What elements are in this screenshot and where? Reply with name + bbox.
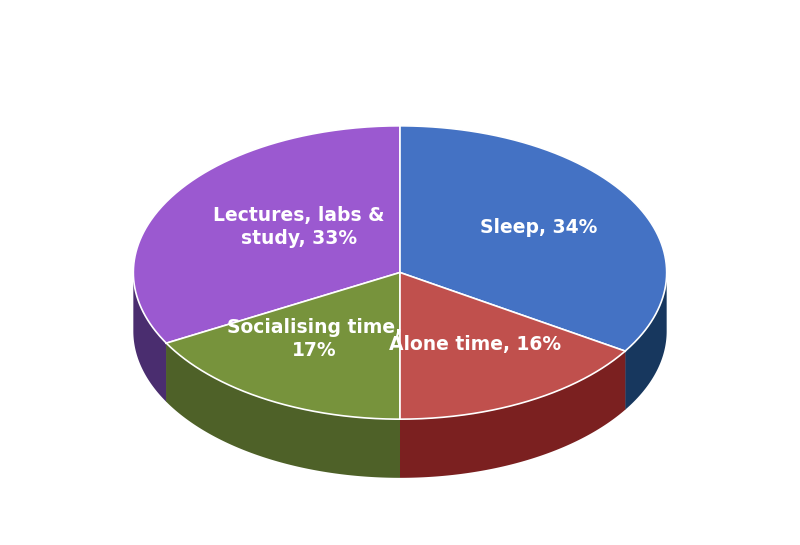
Text: Lectures, labs &
study, 33%: Lectures, labs & study, 33% [213, 206, 385, 249]
Polygon shape [166, 272, 400, 402]
Polygon shape [400, 272, 625, 419]
Text: Sleep, 34%: Sleep, 34% [480, 217, 598, 237]
Polygon shape [400, 351, 625, 478]
Text: Socialising time,
17%: Socialising time, 17% [227, 318, 402, 360]
Polygon shape [134, 273, 166, 402]
Polygon shape [400, 272, 625, 410]
Text: Alone time, 16%: Alone time, 16% [389, 335, 561, 354]
Polygon shape [400, 272, 625, 410]
Polygon shape [134, 126, 400, 343]
Polygon shape [166, 272, 400, 402]
Polygon shape [166, 272, 400, 419]
Polygon shape [625, 272, 666, 410]
Polygon shape [166, 343, 400, 478]
Polygon shape [400, 126, 666, 351]
